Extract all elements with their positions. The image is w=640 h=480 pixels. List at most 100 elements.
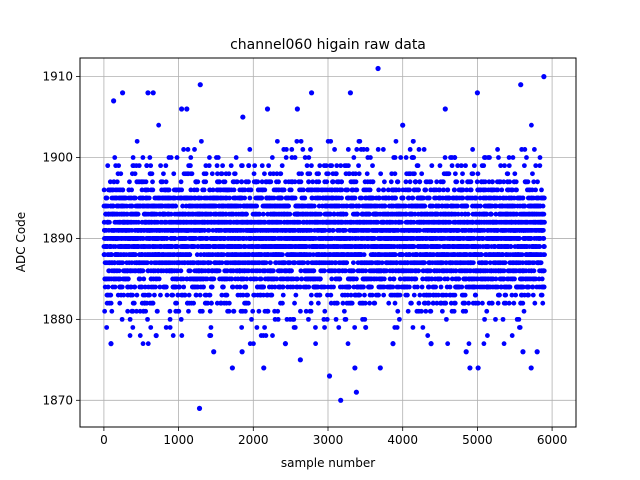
data-point [262, 325, 267, 330]
data-point [392, 252, 398, 258]
data-point [132, 195, 138, 201]
data-point [452, 300, 458, 306]
data-point [226, 308, 232, 314]
data-point [173, 203, 179, 209]
data-point [466, 341, 472, 347]
data-point [336, 325, 342, 330]
data-point [259, 163, 265, 169]
data-point [343, 227, 348, 233]
data-point [378, 171, 384, 177]
data-point [249, 316, 254, 322]
data-point [316, 171, 321, 177]
data-point [262, 187, 268, 193]
data-point [174, 300, 180, 306]
data-point [339, 179, 345, 185]
data-point [454, 179, 460, 185]
data-point [344, 260, 350, 266]
data-point [201, 284, 206, 290]
data-point [176, 308, 182, 314]
data-point [393, 138, 399, 144]
data-point [226, 171, 232, 177]
data-point [416, 268, 422, 274]
data-point [178, 268, 184, 274]
data-point [108, 292, 114, 298]
data-point [333, 171, 339, 177]
data-point [381, 187, 387, 193]
data-point [322, 268, 327, 274]
data-point [440, 179, 446, 185]
data-point [280, 300, 285, 306]
data-point [252, 163, 258, 169]
data-point [403, 155, 409, 160]
data-point [186, 308, 191, 314]
data-point [186, 292, 192, 298]
data-point [133, 252, 138, 258]
data-point [331, 284, 336, 290]
data-point [451, 308, 457, 314]
data-point [324, 316, 330, 322]
data-point [362, 300, 368, 306]
data-point [211, 276, 217, 282]
data-point [127, 179, 132, 185]
data-point [395, 308, 401, 314]
data-point [381, 276, 387, 282]
data-point [426, 195, 432, 201]
data-point [343, 211, 349, 217]
data-point [298, 308, 303, 314]
data-point [447, 284, 453, 290]
data-point [254, 325, 260, 330]
data-point [214, 163, 220, 169]
data-point [390, 284, 396, 290]
data-point [445, 187, 451, 193]
data-point [425, 333, 431, 338]
data-point [306, 284, 312, 290]
data-point [140, 268, 146, 274]
data-point [158, 163, 164, 169]
data-point [468, 179, 474, 185]
data-point [263, 260, 269, 266]
data-point [254, 203, 260, 209]
data-point [228, 163, 234, 169]
data-point [370, 163, 375, 169]
data-point [446, 171, 452, 177]
data-point [292, 195, 298, 201]
data-point [145, 316, 150, 322]
data-point [143, 179, 149, 185]
data-point [354, 187, 360, 193]
data-point [137, 276, 143, 282]
data-point [345, 163, 351, 169]
data-point [291, 316, 297, 322]
data-point [375, 147, 381, 152]
data-point [416, 187, 422, 193]
data-point [207, 292, 213, 298]
data-point [470, 147, 476, 152]
data-point [239, 179, 245, 185]
data-point [156, 122, 162, 128]
data-point [308, 308, 314, 314]
data-point [299, 171, 304, 177]
data-point [209, 300, 214, 306]
data-point [130, 325, 136, 330]
data-point [262, 171, 267, 177]
data-point [148, 325, 154, 330]
data-point [248, 187, 254, 193]
data-point [269, 155, 275, 160]
data-point [201, 187, 207, 193]
data-point [187, 268, 193, 274]
data-point [127, 333, 133, 338]
data-point [423, 308, 429, 314]
data-point [163, 163, 169, 169]
data-point [194, 187, 200, 193]
data-point [280, 252, 285, 258]
data-point [120, 187, 126, 193]
data-point [407, 179, 413, 185]
data-point [247, 195, 253, 201]
data-point [381, 292, 387, 298]
data-point [388, 179, 394, 185]
data-point [280, 292, 286, 298]
data-point [346, 284, 352, 290]
data-point [116, 268, 122, 274]
data-point [463, 308, 469, 314]
data-point [130, 308, 136, 314]
data-point [386, 300, 392, 306]
